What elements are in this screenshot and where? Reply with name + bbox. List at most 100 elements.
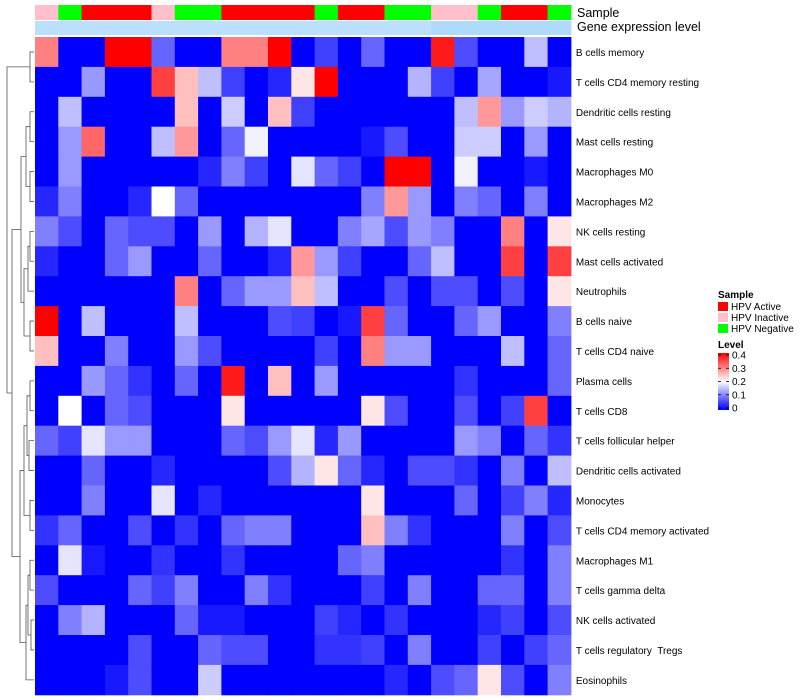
heatmap-cell: [291, 186, 316, 217]
heatmap-cell: [244, 395, 269, 427]
heatmap-cell: [128, 96, 152, 128]
heatmap-cell: [547, 336, 572, 367]
heatmap-cell: [547, 664, 572, 696]
level-legend: Level 0.4 0.3 0.2 0.1 0: [718, 340, 746, 415]
heatmap-cell: [431, 365, 455, 397]
heatmap-cell: [431, 545, 455, 576]
heatmap-cell: [35, 186, 59, 217]
dendrogram-branch: [30, 619, 34, 651]
dendrogram-branch: [29, 51, 34, 83]
heatmap-cell: [198, 306, 222, 337]
row-label: Dendritic cells activated: [576, 467, 681, 478]
heatmap-cell: [151, 365, 176, 397]
heatmap-cell: [268, 545, 292, 576]
heatmap-cell: [337, 126, 362, 158]
dendrogram-branch: [26, 395, 30, 456]
heatmap-cell: [244, 425, 269, 457]
heatmap-cell: [337, 156, 362, 187]
heatmap-cell: [128, 306, 152, 337]
heatmap-cell: [407, 276, 432, 307]
heatmap-cell: [337, 246, 362, 277]
heatmap-cell: [431, 425, 455, 457]
heatmap-cell: [35, 605, 59, 636]
row-label: NK cells activated: [576, 616, 655, 627]
heatmap-cell: [384, 635, 409, 666]
heatmap-cell: [337, 186, 362, 217]
sample-cell-active: [524, 5, 549, 20]
heatmap-cell: [407, 216, 432, 247]
heatmap-cell: [477, 635, 502, 666]
heatmap-cell: [128, 216, 152, 247]
heatmap-cell: [291, 425, 316, 457]
sample-cell-active: [81, 5, 106, 20]
dendrogram-branch: [29, 559, 34, 591]
heatmap-cell: [128, 37, 152, 68]
heatmap-cell: [128, 365, 152, 397]
heatmap-cell: [524, 276, 549, 307]
heatmap-cell: [104, 635, 129, 666]
heatmap-cell: [174, 126, 199, 158]
heatmap-cell: [361, 306, 385, 337]
heatmap-cell: [81, 425, 106, 457]
heatmap-cell: [314, 365, 339, 397]
heatmap-cell: [384, 216, 409, 247]
heatmap-cell: [501, 276, 525, 307]
heatmap-cell: [35, 66, 59, 98]
legend-swatch-hpv-inactive: [718, 313, 728, 322]
heatmap-cell: [314, 156, 339, 187]
expression-level-cell: [314, 21, 339, 35]
dendrogram-branch: [27, 245, 34, 292]
heatmap-cell: [337, 216, 362, 247]
heatmap-cell: [128, 336, 152, 367]
heatmap-cell: [384, 246, 409, 277]
heatmap-cell: [198, 156, 222, 187]
heatmap-cell: [384, 395, 409, 427]
heatmap-cell: [291, 216, 316, 247]
expression-level-cell: [174, 21, 199, 35]
heatmap-cell: [244, 455, 269, 486]
heatmap-cell: [524, 425, 549, 457]
heatmap-cell: [314, 336, 339, 367]
heatmap-cell: [221, 395, 246, 427]
heatmap-cell: [454, 96, 479, 128]
heatmap-cell: [221, 96, 246, 128]
sample-cell-inactive: [431, 5, 455, 20]
heatmap-cell: [221, 515, 246, 546]
heatmap-cell: [477, 126, 502, 158]
heatmap-cell: [361, 515, 385, 546]
heatmap-cell: [174, 455, 199, 486]
heatmap-cell: [268, 216, 292, 247]
dendrogram-branch: [23, 268, 30, 337]
sample-track-label: Sample: [577, 6, 619, 20]
heatmap-cell: [337, 515, 362, 546]
heatmap-cell: [524, 246, 549, 277]
heatmap-cell: [221, 306, 246, 337]
heatmap-cell: [547, 605, 572, 636]
heatmap-cell: [547, 37, 572, 68]
row-label: Eosinophils: [576, 676, 627, 687]
heatmap-cell: [477, 276, 502, 307]
heatmap-cell: [221, 635, 246, 666]
heatmap-cell: [501, 455, 525, 486]
heatmap-cell: [384, 515, 409, 546]
heatmap-cell: [174, 186, 199, 217]
heatmap-cell: [268, 126, 292, 158]
dendrogram-branch: [28, 440, 34, 471]
heatmap-cell: [384, 276, 409, 307]
heatmap-cell: [221, 664, 246, 696]
heatmap-cell: [454, 156, 479, 187]
heatmap-cell: [268, 336, 292, 367]
heatmap-cell: [361, 156, 385, 187]
expression-level-cell: [547, 21, 572, 35]
heatmap-cell: [174, 575, 199, 606]
heatmap-cell: [524, 126, 549, 158]
heatmap-cell: [407, 485, 432, 516]
heatmap-cell: [337, 306, 362, 337]
heatmap-cell: [454, 37, 479, 68]
heatmap-cell: [407, 186, 432, 217]
heatmap-cell: [58, 66, 83, 98]
heatmap-cell: [501, 126, 525, 158]
legend-swatch-hpv-active: [718, 302, 728, 311]
heatmap-cell: [35, 246, 59, 277]
heatmap-cell: [524, 455, 549, 486]
